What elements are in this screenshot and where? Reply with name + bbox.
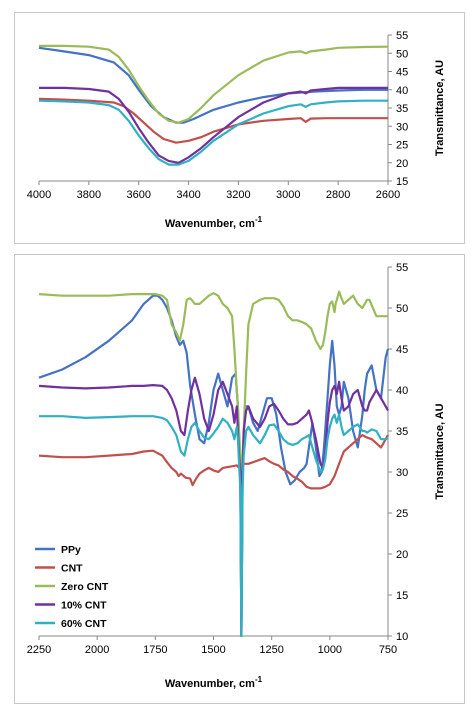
x-tick-label: 3200 — [226, 189, 250, 201]
chart-panel-bottom: 10 15 20 25 30 35 40 45 50 55 2250 2000 1750 1500 1250… — [14, 254, 465, 704]
ftir-chart-low-wavenumber: 10 15 20 25 30 35 40 45 50 55 2250 2000 1750 1500 1250… — [27, 262, 446, 690]
y-tick-label: 25 — [396, 140, 408, 152]
y-tick-label: 40 — [396, 85, 408, 97]
ftir-chart-high-wavenumber: 15 20 25 30 35 40 45 50 55 4000 3800 3600 3400 3200 30… — [27, 30, 446, 230]
x-tick-label: 3000 — [276, 189, 300, 201]
series-line-0 — [38, 294, 390, 638]
legend-label: PPy — [61, 544, 81, 556]
x-tick-label: 3800 — [77, 189, 101, 201]
y-tick-label: 15 — [396, 590, 408, 602]
y-tick-label: 20 — [396, 549, 408, 561]
y-tick-label: 45 — [396, 67, 408, 79]
series-line-2 — [39, 44, 389, 124]
x-axis-title: Wavenumber, cm-1 — [165, 215, 263, 230]
y-tick-label: 35 — [396, 103, 408, 115]
y-tick-label: 30 — [396, 121, 408, 133]
x-axis-title-text: Wavenumber, cm — [165, 678, 255, 690]
y-tick-label: 50 — [396, 303, 408, 315]
y-axis-title: Transmittance, AU — [434, 403, 446, 499]
y-tick-label: 55 — [396, 30, 408, 42]
legend-label: 60% CNT — [61, 618, 107, 630]
x-tick-label: 2800 — [326, 189, 350, 201]
chart-panel-top: 15 20 25 30 35 40 45 50 55 4000 3800 3600 3400 3200 30… — [14, 12, 465, 244]
legend-label: 10% CNT — [61, 600, 107, 612]
series-line-1 — [38, 97, 388, 144]
x-tick-label: 4000 — [27, 189, 51, 201]
x-axis-title-superscript: -1 — [255, 675, 263, 684]
y-tick-label: 30 — [396, 467, 408, 479]
y-tick-label: 55 — [396, 262, 408, 274]
x-tick-label: 2000 — [85, 644, 109, 656]
legend-label: Zero CNT — [61, 581, 109, 593]
x-tick-label: 1500 — [201, 644, 225, 656]
y-tick-label: 25 — [396, 508, 408, 520]
series-line-3 — [38, 376, 389, 638]
x-tick-label: 1250 — [259, 644, 283, 656]
x-tick-label: 750 — [379, 644, 397, 656]
x-tick-label: 1000 — [318, 644, 342, 656]
series-line-2 — [38, 290, 388, 638]
x-axis-title-superscript: -1 — [255, 215, 263, 224]
y-axis-title: Transmittance, AU — [434, 60, 446, 156]
x-axis-title-text: Wavenumber, cm — [165, 218, 255, 230]
series-line-0 — [38, 46, 388, 124]
x-tick-label: 1750 — [143, 644, 167, 656]
series-line-4 — [39, 413, 389, 638]
y-tick-label: 10 — [396, 631, 408, 643]
legend-label: CNT — [61, 563, 83, 575]
x-tick-label: 2600 — [376, 189, 400, 201]
y-tick-label: 20 — [396, 158, 408, 170]
y-tick-label: 15 — [396, 176, 408, 188]
series-line-1 — [38, 434, 389, 490]
x-tick-label: 3600 — [126, 189, 150, 201]
y-tick-label: 50 — [396, 48, 408, 60]
x-tick-label: 2250 — [27, 644, 51, 656]
x-tick-label: 3400 — [176, 189, 200, 201]
y-tick-label: 45 — [396, 344, 408, 356]
y-tick-label: 35 — [396, 426, 408, 438]
series-line-3 — [39, 86, 388, 164]
x-axis-title: Wavenumber, cm-1 — [165, 675, 263, 690]
y-tick-label: 40 — [396, 385, 408, 397]
series-line-4 — [38, 99, 388, 166]
